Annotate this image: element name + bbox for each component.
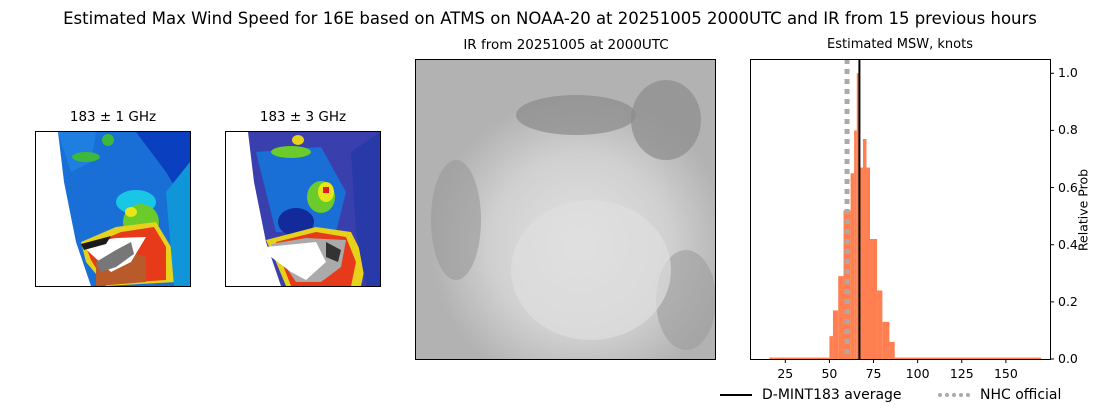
histogram-bar [889, 341, 895, 359]
y-tick-label: 1.0 [1058, 65, 1078, 81]
histogram-plot [750, 59, 1054, 363]
x-tick-label: 25 [777, 366, 794, 381]
y-axis-label: Relative Prob [1075, 168, 1091, 252]
y-tick-label: 0.2 [1058, 293, 1078, 309]
x-tick-label: 75 [865, 366, 882, 381]
histogram-bar [870, 239, 878, 359]
x-tick-label: 100 [905, 366, 930, 381]
ir-title: IR from 20251005 at 2000UTC [463, 37, 669, 53]
histogram-svg [750, 59, 1054, 363]
x-tick-label: 125 [949, 366, 974, 381]
ir-satellite-image [415, 59, 716, 360]
y-tick-label: 0.8 [1058, 122, 1078, 138]
legend-dotted-line-icon [938, 393, 971, 397]
legend-solid-line-icon [720, 394, 752, 396]
x-tick-label: 50 [821, 366, 838, 381]
mw2-title: 183 ± 3 GHz [259, 109, 347, 125]
histogram-bar [829, 336, 833, 359]
histogram-bar [859, 167, 863, 359]
mw-183-3ghz-image [225, 131, 381, 287]
mw1-title: 183 ± 1 GHz [69, 109, 157, 125]
mw-183-1ghz-image [35, 131, 191, 287]
histogram-bar [832, 310, 839, 359]
histogram-bar [866, 167, 870, 359]
histogram-bar [854, 130, 857, 359]
histogram-bar [850, 173, 855, 359]
hist-title: Estimated MSW, knots [827, 37, 973, 52]
y-tick-label: 0.0 [1058, 351, 1078, 366]
histogram-bar [894, 357, 1042, 359]
x-tick-label: 150 [993, 366, 1018, 381]
figure-title: Estimated Max Wind Speed for 16E based o… [63, 9, 1037, 28]
legend-item-official: NHC official [980, 387, 1062, 403]
histogram-bar [843, 210, 851, 359]
histogram-bar [838, 276, 844, 359]
legend: D-MINT183 average NHC official [720, 387, 1061, 403]
histogram-bar [769, 357, 830, 359]
histogram-bar [856, 73, 860, 360]
histogram-bar [882, 321, 890, 359]
legend-item-average: D-MINT183 average [762, 387, 902, 403]
histogram-bar [877, 290, 883, 359]
histogram-bar [862, 139, 867, 359]
